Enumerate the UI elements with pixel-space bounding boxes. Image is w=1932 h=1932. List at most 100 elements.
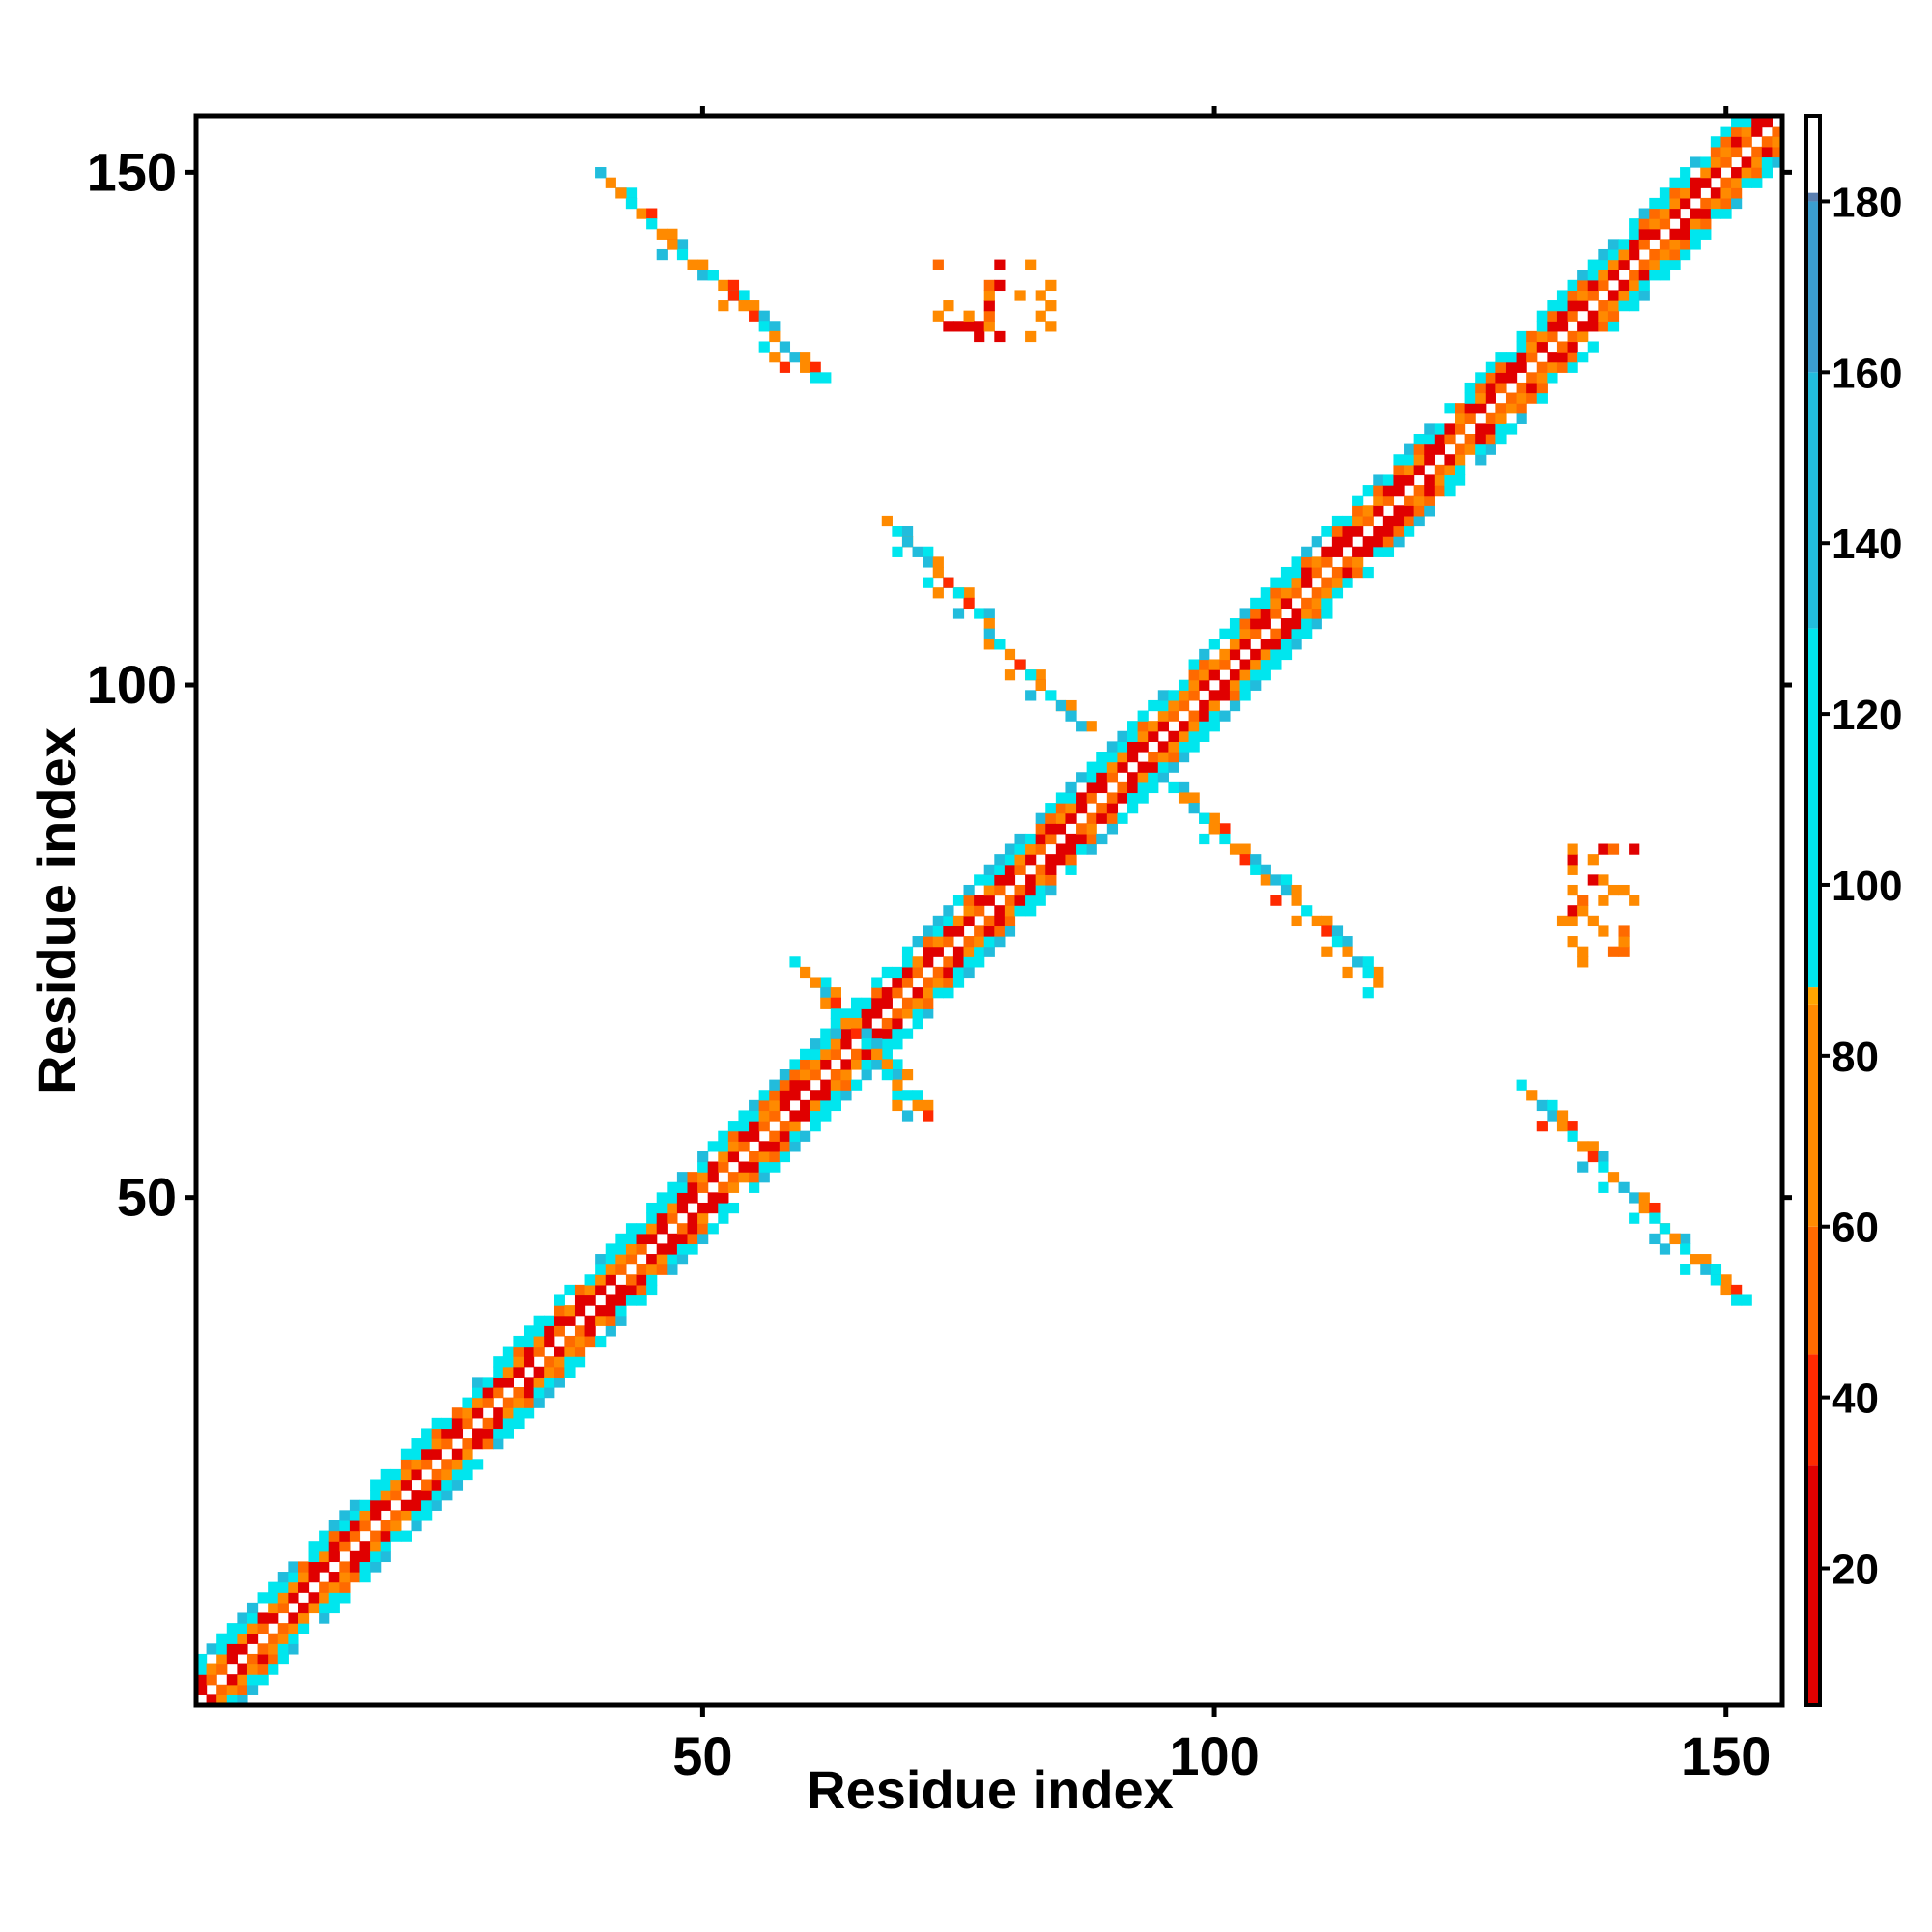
heatmap-cell <box>1731 167 1743 179</box>
heatmap-cell <box>912 1099 923 1112</box>
heatmap-cell <box>308 1561 320 1573</box>
heatmap-cell <box>850 1028 863 1039</box>
heatmap-cell <box>1301 556 1313 568</box>
heatmap-cell <box>288 1643 299 1655</box>
heatmap-cell <box>923 1008 934 1019</box>
heatmap-cell <box>1106 772 1119 783</box>
heatmap-cell <box>226 1684 238 1695</box>
heatmap-cell <box>1168 752 1179 763</box>
heatmap-cell <box>277 1633 289 1644</box>
heatmap-cell <box>1117 741 1128 753</box>
heatmap-cell <box>923 546 934 557</box>
heatmap-cell <box>1669 208 1681 219</box>
heatmap-cell <box>554 1294 565 1306</box>
heatmap-cell <box>1086 833 1097 845</box>
heatmap-cell <box>1731 136 1743 148</box>
heatmap-cell <box>1393 505 1405 517</box>
heatmap-cell <box>1526 392 1538 404</box>
heatmap-cell <box>1086 843 1097 855</box>
heatmap-cell <box>1331 577 1344 588</box>
heatmap-cell <box>1485 423 1496 435</box>
heatmap-cell <box>1485 434 1496 445</box>
heatmap-cell <box>727 1121 740 1132</box>
heatmap-cell <box>1536 341 1548 353</box>
heatmap-cell <box>1475 372 1487 384</box>
heatmap-cell <box>1331 515 1344 527</box>
heatmap-cell <box>912 1017 923 1030</box>
heatmap-cell <box>1362 536 1374 548</box>
heatmap-cell <box>779 341 791 353</box>
heatmap-cell <box>1086 721 1097 732</box>
heatmap-cell <box>1168 761 1179 773</box>
heatmap-cell <box>1516 341 1527 353</box>
heatmap-cell <box>901 956 914 968</box>
heatmap-cell <box>1250 854 1262 866</box>
heatmap-cell <box>1547 300 1558 312</box>
heatmap-cell <box>1014 659 1026 670</box>
heatmap-cell <box>1659 248 1671 261</box>
heatmap-cell <box>370 1550 382 1563</box>
heatmap-cell <box>1700 197 1712 210</box>
heatmap-cell <box>246 1684 259 1695</box>
heatmap-cell <box>1270 639 1282 650</box>
heatmap-cell <box>974 321 985 332</box>
heatmap-cell <box>554 1356 565 1368</box>
heatmap-cell <box>349 1520 361 1532</box>
heatmap-cell <box>1710 146 1722 158</box>
heatmap-cell <box>1035 812 1046 824</box>
heatmap-cell <box>319 1592 330 1604</box>
heatmap-cell <box>1567 905 1578 917</box>
heatmap-cell <box>1567 279 1578 292</box>
heatmap-cell <box>871 987 883 999</box>
heatmap-cell <box>615 1315 627 1326</box>
heatmap-cell <box>769 1110 781 1122</box>
heatmap-cell <box>1331 566 1344 579</box>
heatmap-cell <box>810 977 821 988</box>
heatmap-cell <box>1536 361 1548 373</box>
heatmap-cell <box>738 290 750 301</box>
heatmap-cell <box>277 1602 289 1614</box>
heatmap-cell <box>533 1346 545 1357</box>
heatmap-cell <box>1720 197 1732 210</box>
heatmap-cell <box>1587 915 1599 927</box>
heatmap-cell <box>1598 270 1609 281</box>
heatmap-cell <box>1741 1294 1752 1306</box>
heatmap-cell <box>932 915 944 927</box>
heatmap-cell <box>952 587 965 599</box>
heatmap-cell <box>1208 812 1220 824</box>
heatmap-cell <box>923 946 934 957</box>
heatmap-cell <box>1157 772 1169 783</box>
heatmap-cell <box>676 1254 689 1265</box>
heatmap-cell <box>625 1254 638 1265</box>
heatmap-cell <box>1505 372 1518 384</box>
heatmap-cell <box>943 905 954 917</box>
heatmap-cell <box>319 1612 330 1624</box>
heatmap-cell <box>1106 792 1119 804</box>
heatmap-cell <box>932 966 944 979</box>
heatmap-cell <box>676 1223 689 1235</box>
heatmap-cell <box>462 1459 473 1470</box>
heatmap-cell <box>1199 699 1210 712</box>
heatmap-cell <box>963 321 975 332</box>
heatmap-cell <box>595 1254 607 1265</box>
heatmap-cell <box>1659 1223 1671 1235</box>
heatmap-cell <box>1751 167 1763 179</box>
heatmap-cell <box>738 1121 750 1132</box>
heatmap-cell <box>1157 741 1169 753</box>
heatmap-cell <box>758 310 770 322</box>
heatmap-cell <box>462 1397 473 1408</box>
heatmap-cell <box>1382 485 1395 497</box>
heatmap-cell <box>1464 403 1476 414</box>
heatmap-cell <box>983 884 995 896</box>
heatmap-cell <box>1556 1110 1569 1122</box>
heatmap-cell <box>1618 300 1630 312</box>
heatmap-cell <box>328 1530 340 1542</box>
heatmap-cell <box>216 1694 228 1706</box>
heatmap-cell <box>1393 515 1405 527</box>
colorbar: 20 40 60 80 100 120 140 160 180 <box>1804 114 1902 1707</box>
heatmap-cell <box>1362 987 1374 999</box>
heatmap-cell <box>901 1008 914 1019</box>
heatmap-cell <box>932 946 944 957</box>
heatmap-cell <box>1280 628 1293 639</box>
heatmap-cell <box>1014 833 1026 845</box>
